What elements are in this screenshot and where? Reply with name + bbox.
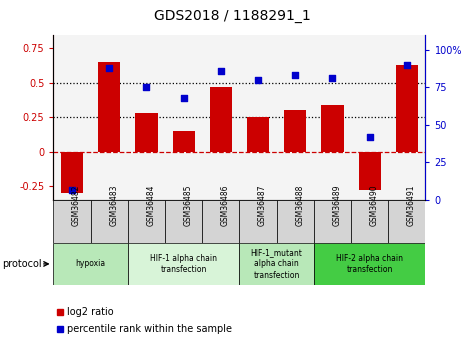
Bar: [53, 243, 128, 285]
Bar: [135, 113, 158, 152]
Bar: [53, 34, 91, 200]
Text: GSM36488: GSM36488: [295, 185, 304, 226]
Bar: [239, 200, 277, 243]
Bar: [314, 243, 425, 285]
Text: HIF-1 alpha chain
transfection: HIF-1 alpha chain transfection: [150, 254, 217, 274]
Text: GDS2018 / 1188291_1: GDS2018 / 1188291_1: [154, 9, 311, 23]
Bar: [314, 200, 351, 243]
Text: GSM36486: GSM36486: [221, 185, 230, 226]
Text: HIF-1_mutant
alpha chain
transfection: HIF-1_mutant alpha chain transfection: [251, 248, 303, 279]
Bar: [202, 34, 239, 200]
Bar: [165, 34, 202, 200]
Point: [254, 77, 262, 82]
Text: HIF-2 alpha chain
transfection: HIF-2 alpha chain transfection: [336, 254, 403, 274]
Point: [180, 95, 187, 100]
Text: percentile rank within the sample: percentile rank within the sample: [67, 325, 232, 334]
Bar: [351, 200, 388, 243]
Bar: [314, 34, 351, 200]
Bar: [388, 34, 425, 200]
Bar: [53, 200, 91, 243]
Text: hypoxia: hypoxia: [76, 259, 106, 268]
Bar: [247, 117, 269, 152]
Text: protocol: protocol: [2, 259, 42, 269]
Point: [403, 62, 411, 67]
Point: [329, 76, 336, 81]
Bar: [173, 131, 195, 152]
Point: [106, 65, 113, 70]
Bar: [91, 200, 128, 243]
Text: GSM36484: GSM36484: [146, 185, 155, 226]
Bar: [98, 62, 120, 152]
Bar: [239, 243, 314, 285]
Point: [217, 68, 225, 73]
Text: GSM36487: GSM36487: [258, 185, 267, 226]
Text: log2 ratio: log2 ratio: [67, 307, 114, 317]
Text: GSM36483: GSM36483: [109, 185, 118, 226]
Text: GSM36491: GSM36491: [407, 185, 416, 226]
Point: [292, 72, 299, 78]
Bar: [351, 34, 388, 200]
Text: GSM36490: GSM36490: [370, 185, 379, 226]
Bar: [165, 200, 202, 243]
Text: GSM36482: GSM36482: [72, 185, 81, 226]
Point: [68, 187, 76, 192]
Bar: [284, 110, 306, 152]
Bar: [202, 200, 239, 243]
Bar: [277, 34, 314, 200]
Bar: [128, 34, 165, 200]
Text: GSM36485: GSM36485: [184, 185, 193, 226]
Bar: [61, 152, 83, 193]
Point: [143, 85, 150, 90]
Bar: [128, 243, 239, 285]
Bar: [277, 200, 314, 243]
Bar: [210, 87, 232, 152]
Bar: [91, 34, 128, 200]
Point: [366, 134, 373, 140]
Bar: [388, 200, 425, 243]
Bar: [396, 65, 418, 152]
Text: GSM36489: GSM36489: [332, 185, 341, 226]
Bar: [239, 34, 277, 200]
Bar: [128, 200, 165, 243]
Bar: [321, 105, 344, 152]
Bar: [359, 152, 381, 190]
